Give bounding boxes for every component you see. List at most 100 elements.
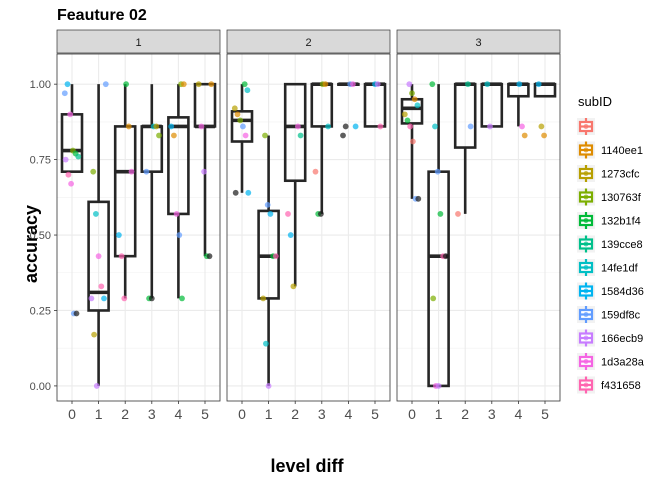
- data-point: [290, 283, 297, 290]
- data-point: [262, 132, 268, 139]
- legend-item: 1140ee1: [577, 141, 643, 159]
- x-tick-label: 1: [265, 406, 273, 422]
- data-point: [437, 211, 444, 217]
- data-point: [435, 383, 442, 389]
- y-axis: 0.00 0.25 0.50 0.75 1.00: [30, 79, 57, 393]
- panel-border: [396, 53, 561, 402]
- legend-label: 130763f: [601, 192, 642, 204]
- data-point: [153, 123, 160, 130]
- data-point: [442, 253, 449, 260]
- data-point: [541, 132, 547, 139]
- x-tick-label: 5: [201, 406, 209, 422]
- x-tick-label: 4: [345, 406, 353, 422]
- data-point: [90, 168, 97, 175]
- data-point: [234, 111, 241, 118]
- data-point: [265, 383, 272, 389]
- data-point: [232, 189, 239, 196]
- data-point: [91, 331, 97, 338]
- data-point: [406, 81, 413, 88]
- x-tick-label: 2: [291, 406, 299, 422]
- data-point: [535, 81, 542, 88]
- y-tick-label: 0.75: [30, 155, 51, 167]
- x-tick-label: 0: [238, 406, 246, 422]
- panel-background: [57, 54, 220, 401]
- legend-label: 1d3a28a: [601, 357, 645, 369]
- data-point: [455, 211, 461, 217]
- data-point: [415, 195, 422, 202]
- data-point: [206, 253, 213, 260]
- data-point: [322, 81, 329, 88]
- x-tick-label: 3: [318, 406, 326, 422]
- data-point: [263, 340, 269, 347]
- data-point: [95, 253, 102, 260]
- box-level-2: [113, 84, 137, 299]
- facet-strip: [56, 29, 221, 54]
- data-point: [409, 90, 415, 97]
- y-tick-label: 0.25: [30, 305, 51, 317]
- data-point: [342, 123, 349, 130]
- legend-label: 166ecb9: [601, 333, 643, 345]
- legend-title: subID: [578, 94, 612, 109]
- data-point: [173, 211, 180, 217]
- x-axis-title: level diff: [270, 456, 344, 476]
- panel-background: [397, 54, 560, 401]
- data-point: [101, 295, 107, 302]
- legend-item: 139cce8: [577, 235, 643, 253]
- box-level-2: [283, 82, 307, 287]
- data-point: [156, 132, 162, 139]
- box-body: [87, 200, 110, 312]
- legend-key-point: [583, 265, 589, 270]
- data-point: [148, 295, 155, 302]
- data-point: [272, 253, 279, 260]
- data-point: [75, 153, 82, 160]
- data-point: [430, 295, 437, 302]
- data-point: [123, 81, 129, 88]
- data-point: [264, 201, 271, 208]
- data-point: [116, 232, 122, 238]
- legend-key-point: [583, 147, 589, 153]
- legend-label: 1140ee1: [601, 145, 643, 157]
- x-tick-label: 1: [95, 406, 103, 422]
- legend-item: f431658: [577, 376, 641, 394]
- data-point: [465, 81, 471, 88]
- data-point: [168, 123, 175, 130]
- data-point: [297, 132, 304, 139]
- data-point: [434, 168, 441, 175]
- data-point: [340, 132, 346, 139]
- legend: subID 1140ee1 1273cfc 130763f 132b1f4 139cce…: [577, 94, 645, 394]
- legend-label: 14fe1df: [601, 263, 639, 275]
- data-point: [519, 123, 525, 130]
- data-point: [171, 132, 177, 139]
- x-tick-label: 2: [121, 406, 129, 422]
- data-point: [325, 123, 331, 130]
- panel-border: [56, 53, 221, 402]
- legend-item: 1584d36: [577, 282, 644, 300]
- legend-key-point: [583, 194, 589, 200]
- data-point: [429, 81, 436, 88]
- data-point: [318, 211, 324, 217]
- y-tick-label: 0.50: [30, 230, 51, 242]
- data-point: [312, 168, 319, 175]
- legend-item: 132b1f4: [577, 212, 641, 229]
- box-body: [283, 82, 307, 183]
- box-body: [113, 125, 137, 258]
- legend-label: 132b1f4: [601, 216, 641, 228]
- box-level-1: [87, 84, 110, 386]
- data-point: [295, 123, 301, 130]
- data-point: [244, 87, 251, 94]
- facet-strip-label: 2: [305, 37, 311, 49]
- legend-label: 159df8c: [601, 310, 641, 322]
- data-point: [484, 81, 491, 88]
- data-point: [180, 81, 187, 88]
- x-tick-label: 2: [461, 406, 469, 422]
- y-tick-label: 0.00: [30, 381, 51, 393]
- legend-key-point: [583, 171, 589, 176]
- legend-key-point: [583, 335, 589, 341]
- panel-border: [226, 53, 391, 402]
- data-point: [208, 81, 215, 88]
- data-point: [201, 168, 208, 175]
- legend-label: 1584d36: [601, 286, 644, 298]
- data-point: [487, 123, 493, 130]
- data-point: [176, 232, 183, 238]
- legend-key-point: [583, 359, 589, 364]
